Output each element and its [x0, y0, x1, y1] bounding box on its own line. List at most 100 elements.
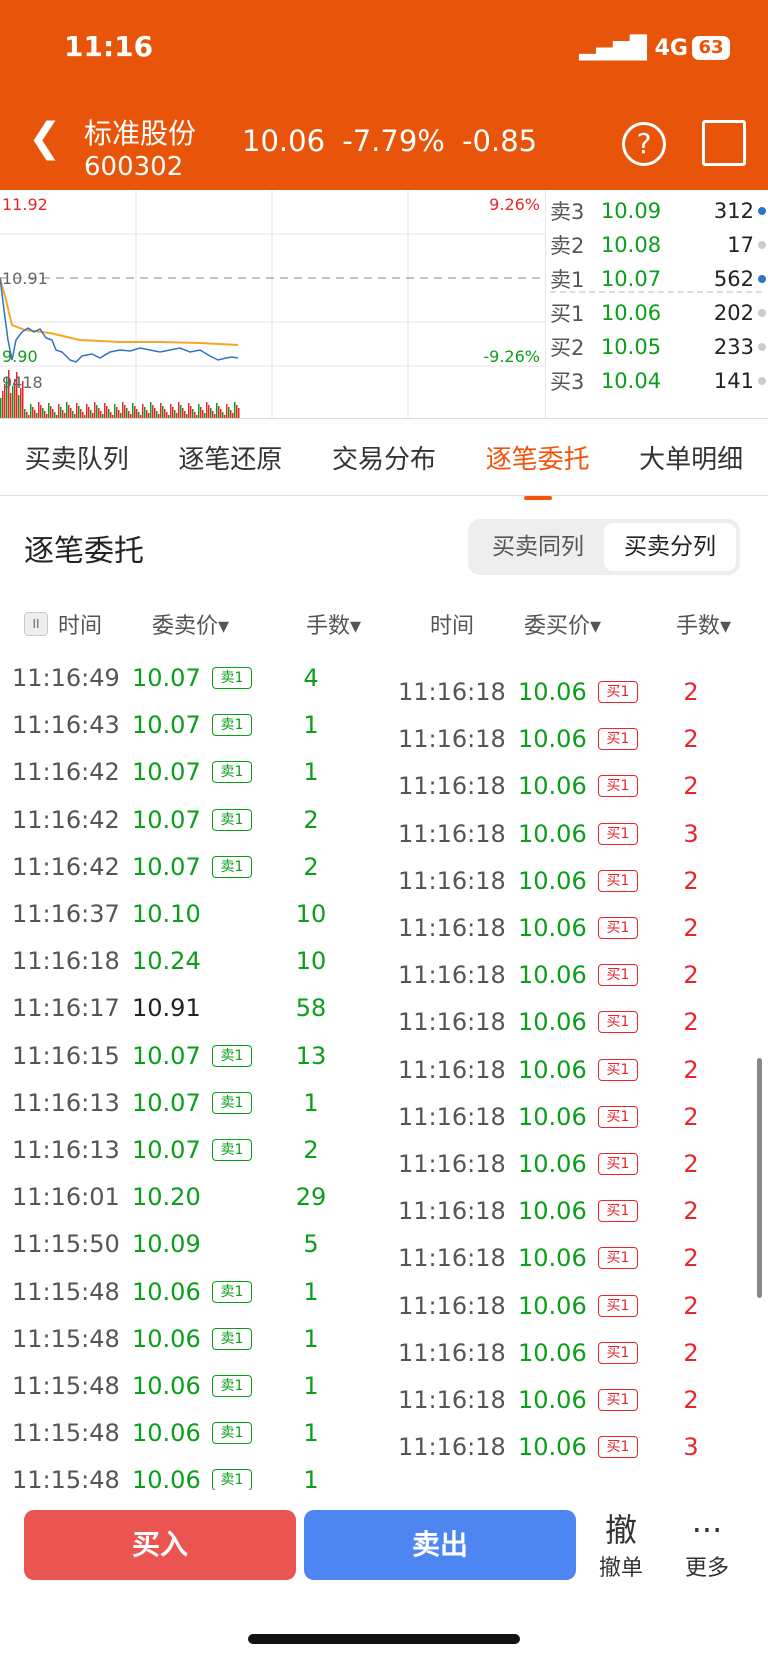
- level-label: 卖3: [550, 200, 585, 224]
- order-row[interactable]: 11:16:15 10.07 卖1 13: [12, 1036, 346, 1076]
- volume-bar: [202, 410, 204, 418]
- help-icon[interactable]: ?: [622, 122, 666, 166]
- order-row[interactable]: 11:16:42 10.07 卖1 1: [12, 752, 346, 792]
- tab-tick-restore[interactable]: 逐笔还原: [178, 444, 283, 475]
- order-price: 10.06: [518, 1386, 587, 1414]
- sell-button[interactable]: 卖出: [304, 1510, 576, 1580]
- order-row[interactable]: 11:16:18 10.06 买1 2: [398, 1002, 726, 1042]
- volume-bar: [10, 393, 12, 418]
- order-row[interactable]: 11:16:18 10.06 买1 2: [398, 1050, 726, 1090]
- volume-bar: [40, 405, 42, 418]
- status-time: 11:16: [64, 30, 154, 63]
- order-book-row[interactable]: 买3 10.04 141: [546, 366, 768, 396]
- level-badge: 卖1: [212, 1280, 252, 1303]
- order-row[interactable]: 11:16:18 10.06 买1 2: [398, 1238, 726, 1278]
- order-row[interactable]: 11:16:18 10.06 买1 2: [398, 861, 726, 901]
- volume-bar: [142, 404, 144, 418]
- order-time: 11:16:13: [12, 1136, 120, 1164]
- order-row[interactable]: 11:16:18 10.06 买1 2: [398, 719, 726, 759]
- order-time: 11:16:42: [12, 805, 120, 834]
- order-row[interactable]: 11:16:18 10.06 买1 2: [398, 1097, 726, 1137]
- order-row[interactable]: 11:16:18 10.06 买1 2: [398, 1144, 726, 1184]
- volume-bar: [144, 407, 146, 418]
- order-price: 10.06: [518, 678, 587, 706]
- tab-big-orders[interactable]: 大单明细: [639, 444, 744, 475]
- volume-bar: [114, 404, 116, 418]
- order-row[interactable]: 11:16:18 10.24 10: [12, 941, 346, 981]
- order-time: 11:16:18: [398, 1433, 506, 1462]
- level-badge: 买1: [598, 1200, 638, 1223]
- volume-bar: [100, 411, 102, 418]
- home-indicator[interactable]: [248, 1634, 520, 1644]
- toggle-combined[interactable]: 买卖同列: [492, 534, 584, 560]
- order-row[interactable]: 11:16:18 10.06 买1 2: [398, 908, 726, 948]
- order-row[interactable]: 11:16:18 10.06 买1 2: [398, 1286, 726, 1326]
- tab-queue[interactable]: 买卖队列: [24, 444, 129, 475]
- toggle-split[interactable]: 买卖分列: [604, 523, 736, 571]
- buy-button[interactable]: 买入: [24, 1510, 296, 1580]
- volume-bar: [234, 402, 236, 418]
- more-button[interactable]: ··· 更多: [672, 1510, 742, 1582]
- order-book-row[interactable]: 卖1 10.07 562: [546, 264, 768, 294]
- volume-bar: [198, 404, 200, 418]
- order-time: 11:16:17: [12, 994, 120, 1023]
- tick-order-list[interactable]: 11:16:49 10.07 卖1 4 11:16:43 10.07 卖1 1 11:16:42…: [0, 650, 768, 1490]
- order-book-row[interactable]: 买2 10.05 233: [546, 332, 768, 362]
- scrollbar[interactable]: [757, 1058, 762, 1298]
- tab-tick-orders[interactable]: 逐笔委托: [482, 439, 594, 500]
- order-time: 11:16:18: [398, 1386, 506, 1414]
- cancel-order-button[interactable]: 撤 撤单: [586, 1510, 656, 1582]
- order-row[interactable]: 11:16:17 10.91 58: [12, 988, 346, 1028]
- order-row[interactable]: 11:15:48 10.06 卖1 1: [12, 1413, 346, 1453]
- order-row[interactable]: 11:16:18 10.06 买1 2: [398, 955, 726, 995]
- order-row[interactable]: 11:16:42 10.07 卖1 2: [12, 847, 346, 887]
- order-qty: 2: [683, 1008, 699, 1037]
- order-row[interactable]: 11:15:48 10.06 卖1 1: [12, 1319, 346, 1359]
- order-price: 10.09: [132, 1230, 201, 1259]
- volume-bar: [94, 402, 96, 418]
- order-row[interactable]: 11:16:18 10.06 买1 3: [398, 1427, 726, 1467]
- order-row[interactable]: 11:16:18 10.06 买1 3: [398, 814, 726, 854]
- volume-bar: [54, 412, 56, 418]
- order-row[interactable]: 11:16:18 10.06 买1 2: [398, 672, 726, 712]
- order-row[interactable]: 11:16:18 10.06 买1 2: [398, 1191, 726, 1231]
- switch-screen-icon[interactable]: [702, 120, 746, 166]
- order-row[interactable]: 11:16:37 10.10 10: [12, 894, 346, 934]
- order-price: 10.20: [132, 1183, 201, 1212]
- order-row[interactable]: 11:16:18 10.06 买1 2: [398, 1380, 726, 1420]
- order-row[interactable]: 11:15:48 10.06 卖1 1: [12, 1272, 346, 1312]
- order-row[interactable]: 11:16:13 10.07 卖1 2: [12, 1130, 346, 1170]
- level-badge: 买1: [598, 1011, 638, 1034]
- order-row[interactable]: 11:16:49 10.07 卖1 4: [12, 658, 346, 698]
- tab-distribution[interactable]: 交易分布: [331, 444, 436, 475]
- order-time: 11:16:18: [398, 1150, 506, 1178]
- col-sell-price[interactable]: 委卖价▾: [152, 614, 230, 639]
- intraday-chart[interactable]: 11.92 9.26% 10.91 9.90 -9.26% 9418: [0, 190, 545, 418]
- col-buy-price[interactable]: 委买价▾: [524, 614, 602, 639]
- avg-price-line: [0, 277, 239, 346]
- volume-bar: [158, 414, 160, 418]
- back-icon[interactable]: ❮: [28, 115, 62, 161]
- col-qty[interactable]: 手数▾: [306, 614, 362, 639]
- order-book-row[interactable]: 卖2 10.08 17: [546, 230, 768, 260]
- order-row[interactable]: 11:16:18 10.06 买1 2: [398, 766, 726, 806]
- order-row[interactable]: 11:15:48 10.06 卖1 1: [12, 1366, 346, 1406]
- volume-bar: [12, 386, 14, 418]
- order-qty: 2: [683, 1197, 699, 1226]
- pause-icon[interactable]: II: [24, 612, 48, 636]
- order-row[interactable]: 11:16:43 10.07 卖1 1: [12, 705, 346, 745]
- order-row[interactable]: 11:16:01 10.20 29: [12, 1177, 346, 1217]
- order-row[interactable]: 11:15:50 10.09 5: [12, 1224, 346, 1264]
- volume-bar: [224, 415, 226, 418]
- order-book-row[interactable]: 卖3 10.09 312: [546, 196, 768, 226]
- order-price: 10.06: [518, 1102, 587, 1131]
- level-badge: 卖1: [212, 1469, 252, 1490]
- order-row[interactable]: 11:16:13 10.07 卖1 1: [12, 1083, 346, 1123]
- volume-bar: [64, 413, 66, 418]
- order-price: 10.06: [518, 1291, 587, 1320]
- order-book-row[interactable]: 买1 10.06 202: [546, 298, 768, 328]
- order-row[interactable]: 11:15:48 10.06 卖1 1: [12, 1460, 346, 1490]
- order-row[interactable]: 11:16:42 10.07 卖1 2: [12, 800, 346, 840]
- order-row[interactable]: 11:16:18 10.06 买1 2: [398, 1333, 726, 1373]
- col-qty-2[interactable]: 手数▾: [676, 614, 732, 639]
